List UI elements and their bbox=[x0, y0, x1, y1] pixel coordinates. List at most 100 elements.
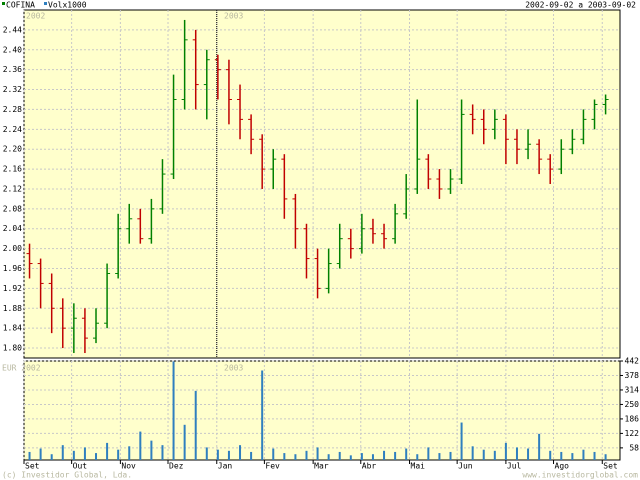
volume-bar bbox=[139, 431, 142, 460]
volume-bar bbox=[172, 361, 175, 460]
x-tick-label: Dez bbox=[169, 462, 184, 471]
volume-bar bbox=[305, 450, 308, 460]
footer-right: www.investidorglobal.com bbox=[522, 471, 638, 480]
volume-bar bbox=[383, 450, 386, 460]
y2-tick-label: 58 bbox=[629, 443, 639, 452]
volume-bar bbox=[471, 446, 474, 460]
volume-bar bbox=[482, 449, 485, 460]
volume-bar bbox=[604, 454, 607, 460]
x-tick-label: Mai bbox=[411, 462, 426, 471]
y-tick-label: 2.28 bbox=[3, 105, 22, 114]
y-tick-label: 1.88 bbox=[3, 304, 22, 313]
volume-bar bbox=[493, 450, 496, 460]
y-tick-label: 2.20 bbox=[3, 145, 22, 154]
volume-bar bbox=[405, 448, 408, 460]
y-tick-label: 1.80 bbox=[3, 344, 22, 353]
y2-tick-label: 250 bbox=[625, 400, 640, 409]
x-tick-label: Abr bbox=[362, 462, 377, 471]
volume-bar bbox=[150, 440, 153, 460]
y-tick-label: 2.36 bbox=[3, 65, 22, 74]
volume-bar bbox=[61, 445, 64, 460]
volume-bar bbox=[538, 433, 541, 460]
y2-tick-label: 122 bbox=[625, 429, 640, 438]
volume-bar bbox=[239, 445, 242, 460]
x-tick-label: Nov bbox=[121, 462, 136, 471]
year-label: 2003 bbox=[224, 12, 243, 21]
y-tick-label: 1.92 bbox=[3, 284, 22, 293]
volume-bar bbox=[416, 454, 419, 460]
volume-bar bbox=[83, 447, 86, 460]
volume-bar bbox=[349, 455, 352, 460]
period: 2002-09-02 a 2003-09-02 bbox=[525, 1, 636, 10]
volume-bar bbox=[394, 451, 397, 460]
y2-tick-label: 378 bbox=[625, 371, 640, 380]
y2-tick-label: 442 bbox=[625, 357, 640, 366]
volume-bar bbox=[272, 448, 275, 460]
volume-bar bbox=[371, 454, 374, 460]
volume-bar bbox=[527, 448, 530, 460]
volume-bar bbox=[261, 370, 264, 460]
volume-bar bbox=[560, 451, 563, 460]
volume-bar bbox=[39, 448, 42, 460]
volume-bar bbox=[338, 451, 341, 460]
volume-bar bbox=[117, 449, 120, 460]
y-tick-label: 2.00 bbox=[3, 244, 22, 253]
legend-volume: Volx1000 bbox=[48, 1, 87, 10]
volume-bar bbox=[438, 453, 441, 460]
y-tick-label: 2.04 bbox=[3, 224, 22, 233]
x-tick-label: Jun bbox=[458, 462, 473, 471]
volume-bar bbox=[593, 451, 596, 460]
x-tick-label: Set bbox=[25, 462, 40, 471]
price-panel bbox=[23, 9, 621, 359]
volume-bar bbox=[194, 390, 197, 460]
volume-bar bbox=[227, 450, 230, 460]
volume-year-label: 2003 bbox=[224, 364, 243, 373]
footer-left: (c) Investidor Global, Lda. bbox=[2, 471, 132, 480]
volume-bar bbox=[427, 447, 430, 460]
x-tick-label: Jan bbox=[218, 462, 233, 471]
y-tick-label: 2.32 bbox=[3, 85, 22, 94]
volume-bar bbox=[106, 442, 109, 460]
y-tick-label: 2.12 bbox=[3, 184, 22, 193]
volume-bar bbox=[460, 422, 463, 460]
volume-bar bbox=[250, 451, 253, 460]
y-tick-label: 1.84 bbox=[3, 324, 22, 333]
volume-bar bbox=[582, 449, 585, 460]
volume-panel bbox=[23, 360, 621, 461]
volume-bar bbox=[515, 447, 518, 460]
x-tick-label: Fev bbox=[265, 462, 280, 471]
x-tick-label: Jul bbox=[507, 462, 522, 471]
y-tick-label: 2.40 bbox=[3, 45, 22, 54]
legend-price: COFINA bbox=[6, 1, 35, 10]
legend-swatch bbox=[2, 2, 5, 5]
x-tick-label: Mar bbox=[314, 462, 329, 471]
volume-label: EUR 2002 bbox=[2, 364, 41, 373]
y-tick-label: 2.16 bbox=[3, 165, 22, 174]
x-tick-label: Set bbox=[603, 462, 618, 471]
volume-bar bbox=[294, 454, 297, 460]
y-tick-label: 2.44 bbox=[3, 25, 22, 34]
y-tick-label: 1.96 bbox=[3, 264, 22, 273]
y2-tick-label: 314 bbox=[625, 385, 640, 394]
volume-bar bbox=[128, 446, 131, 460]
y2-tick-label: 186 bbox=[625, 414, 640, 423]
x-tick-label: Ago bbox=[555, 462, 570, 471]
volume-bar bbox=[549, 450, 552, 460]
volume-bar bbox=[327, 454, 330, 460]
volume-bar bbox=[571, 453, 574, 460]
x-tick-label: Out bbox=[73, 462, 88, 471]
volume-bar bbox=[504, 442, 507, 460]
volume-bar bbox=[283, 453, 286, 460]
volume-bar bbox=[95, 453, 98, 460]
volume-bar bbox=[183, 424, 186, 460]
volume-bar bbox=[316, 447, 319, 460]
y-tick-label: 2.08 bbox=[3, 204, 22, 213]
volume-bar bbox=[205, 447, 208, 460]
legend-swatch bbox=[44, 2, 47, 5]
volume-bar bbox=[449, 451, 452, 460]
volume-bar bbox=[216, 449, 219, 460]
volume-bar bbox=[28, 451, 31, 460]
volume-bar bbox=[72, 450, 75, 460]
volume-bar bbox=[161, 445, 164, 460]
y-tick-label: 2.24 bbox=[3, 125, 22, 134]
